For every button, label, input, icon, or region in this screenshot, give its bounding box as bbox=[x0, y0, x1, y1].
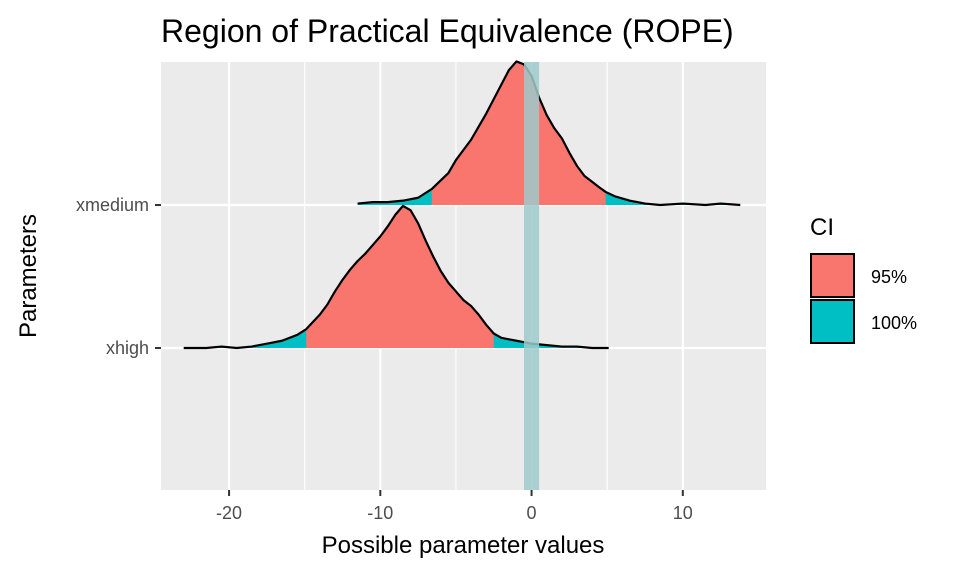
y-tick-label: xmedium bbox=[76, 195, 149, 215]
legend-entry-label: 100% bbox=[871, 313, 917, 333]
legend-entry-label: 95% bbox=[871, 267, 907, 287]
plot-panel bbox=[161, 60, 766, 490]
x-axis: -20 -10 0 10 bbox=[216, 490, 693, 523]
ridge-xhigh bbox=[183, 204, 609, 350]
legend: CI 95% 100% bbox=[810, 214, 917, 344]
y-tick-label: xhigh bbox=[106, 338, 149, 358]
x-tick-label: 0 bbox=[527, 503, 537, 523]
panel-background bbox=[161, 62, 766, 490]
y-axis: xmedium xhigh bbox=[76, 195, 161, 358]
chart-title: Region of Practical Equivalence (ROPE) bbox=[161, 13, 734, 49]
x-tick-label: -20 bbox=[216, 503, 242, 523]
legend-swatch bbox=[810, 253, 855, 298]
ridge-outline-xhigh bbox=[183, 204, 609, 350]
legend-swatch bbox=[810, 299, 855, 344]
rope-band bbox=[524, 62, 540, 490]
ridge-area-95-xmedium bbox=[431, 61, 606, 206]
x-axis-title: Possible parameter values bbox=[322, 532, 605, 559]
legend-title: CI bbox=[810, 214, 834, 241]
x-tick-label: 10 bbox=[673, 503, 693, 523]
y-axis-title: Parameters bbox=[15, 214, 42, 338]
ridge-area-95-xhigh bbox=[306, 205, 494, 348]
x-tick-label: -10 bbox=[367, 503, 393, 523]
